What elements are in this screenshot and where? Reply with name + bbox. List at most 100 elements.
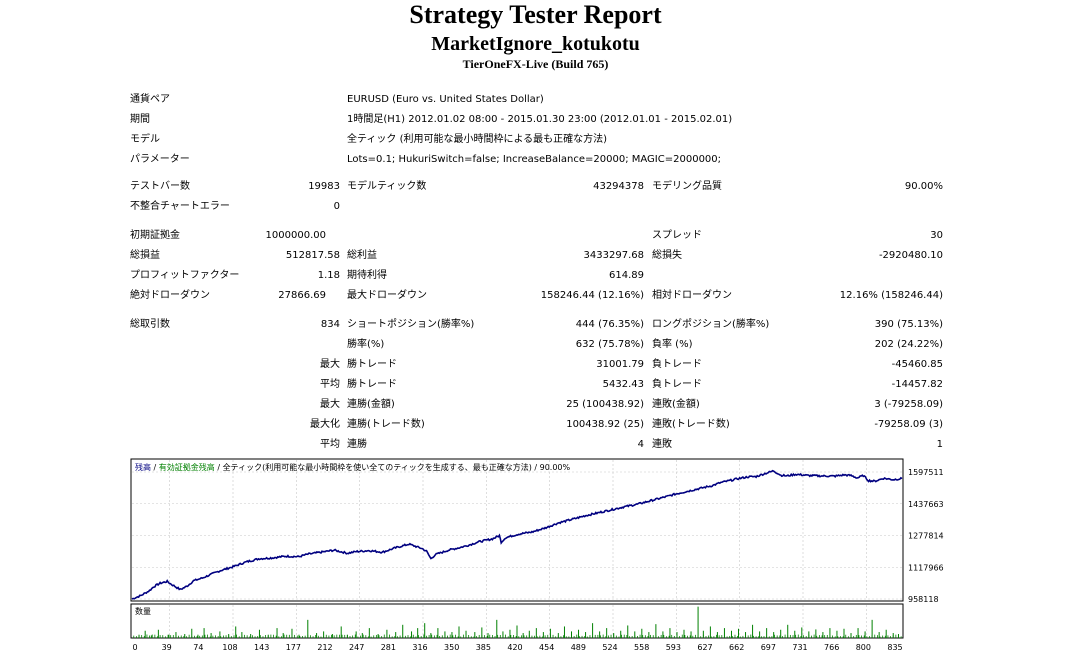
avg-consec-win-label: 連勝 [347,439,367,450]
mismatch-label: 不整合チャートエラー [130,201,230,212]
expert-name: MarketIgnore_kotukotu [431,33,640,55]
total-trades-value: 834 [320,319,340,330]
volume-grid [169,605,867,637]
mismatch-value: 0 [333,201,340,212]
average-loss-value: -14457.82 [891,379,943,390]
short-positions-value: 444 (76.35%) [575,319,644,330]
x-tick-label: 454 [539,643,554,652]
y-tick-label: 1277814 [908,532,944,541]
long-positions-value: 390 (75.13%) [874,319,943,330]
x-tick-label: 524 [602,643,617,652]
net-profit-label: 総損益 [130,250,160,261]
model-value: 全ティック (利用可能な最小時間枠による最も正確な方法) [347,134,608,145]
consec-win-trades-label: 連勝(トレード数) [347,419,425,430]
expected-payoff-label: 期待利得 [347,270,387,281]
rel-drawdown-label: 相対ドローダウン [652,290,732,301]
win-rate-label: 勝率(%) [347,339,385,350]
abs-drawdown-label: 絶対ドローダウン [130,290,210,301]
spread-label: スプレッド [652,230,702,241]
max-drawdown-label: 最大ドローダウン [347,290,427,301]
x-tick-label: 39 [162,643,172,652]
period-label: 期間 [130,114,150,125]
average-win-value: 5432.43 [602,379,644,390]
deposit-label: 初期証拠金 [130,230,180,241]
x-tick-label: 177 [286,643,301,652]
legend-separator: / [151,463,159,472]
gross-profit-value: 3433297.68 [583,250,644,261]
x-tick-label: 697 [761,643,776,652]
quality-label: モデリング品質 [652,181,722,192]
avg-consec-label: 平均 [320,439,340,450]
x-tick-label: 281 [381,643,396,652]
y-tick-label: 958118 [908,595,939,604]
profit-factor-value: 1.18 [317,270,340,281]
params-label: パラメーター [130,154,190,165]
x-tick-label: 489 [571,643,586,652]
loss-rate-label: 負率 (%) [652,339,693,350]
x-tick-label: 593 [666,643,681,652]
largest-label: 最大 [320,359,340,370]
y-tick-label: 1117966 [908,563,944,572]
x-tick-label: 108 [222,643,237,652]
pair-label: 通貨ペア [130,94,170,105]
volume-bars [133,606,902,638]
ticks-value: 43294378 [593,181,644,192]
avg-consec-win-value: 4 [637,439,644,450]
largest-win-label: 勝トレード [347,359,397,370]
long-positions-label: ロングポジション(勝率%) [652,319,770,330]
largest-win-value: 31001.79 [596,359,644,370]
model-label: モデル [130,134,160,145]
ticks-label: モデルティック数 [347,181,427,192]
period-value: 1時間足(H1) 2012.01.02 08:00 - 2015.01.30 2… [347,114,733,125]
spread-value: 30 [930,230,943,241]
consec-win-amount-label: 連勝(金額) [347,399,395,410]
bars-value: 19983 [308,181,340,192]
abs-drawdown-value: 27866.69 [278,290,326,301]
avg-consec-loss-value: 1 [936,439,943,450]
pair-value: EURUSD (Euro vs. United States Dollar) [347,94,544,105]
y-tick-label: 1597511 [908,468,944,477]
x-tick-label: 143 [254,643,269,652]
x-axis-ticks: 0 39 74 108 143 177 212 247 281 316 350 385 420 454 48… [132,643,902,652]
x-tick-label: 835 [887,643,902,652]
gross-loss-label: 総損失 [652,250,682,261]
max-drawdown-value: 158246.44 (12.16%) [540,290,644,301]
x-tick-label: 212 [317,643,332,652]
expected-payoff-value: 614.89 [609,270,644,281]
average-loss-label: 負トレード [652,379,702,390]
x-tick-label: 800 [856,643,871,652]
legend-balance: 残高 [135,462,151,472]
x-tick-label: 731 [792,643,807,652]
consec-loss-amount-label: 連敗(金額) [652,399,700,410]
x-tick-label: 558 [634,643,649,652]
rel-drawdown-value: 12.16% (158246.44) [839,290,943,301]
average-label: 平均 [320,379,340,390]
largest-loss-value: -45460.85 [891,359,943,370]
avg-consec-loss-label: 連敗 [652,439,672,450]
balance-chart: 残高 / 有効証拠金残高 / 全ティック(利用可能な最小時間枠を使い全てのティッ… [130,458,950,655]
maximal-label: 最大化 [310,419,340,430]
deposit-value: 1000000.00 [265,230,326,241]
x-tick-label: 247 [349,643,364,652]
balance-line [131,469,903,600]
chart-svg: 残高 / 有効証拠金残高 / 全ティック(利用可能な最小時間枠を使い全てのティッ… [130,458,944,652]
volume-label: 数量 [135,606,151,616]
x-tick-label: 350 [444,643,459,652]
profit-factor-label: プロフィットファクター [130,270,240,281]
quality-value: 90.00% [904,181,943,192]
params-value: Lots=0.1; HukuriSwitch=false; IncreaseBa… [347,154,722,165]
x-tick-label: 74 [193,643,203,652]
x-tick-label: 627 [697,643,712,652]
consec-win-trades-value: 100438.92 (25) [566,419,644,430]
consec-loss-amount-value: 3 (-79258.09) [874,399,943,410]
chart-panel [130,458,904,602]
gross-loss-value: -2920480.10 [878,250,943,261]
x-tick-label: 316 [412,643,427,652]
legend-equity: 有効証拠金残高 [159,462,215,472]
net-profit-value: 512817.58 [285,250,340,261]
legend-separator-2: / [215,463,223,472]
report-title: Strategy Tester Report [409,0,662,29]
win-rate-value: 632 (75.78%) [575,339,644,350]
consec-win-amount-value: 25 (100438.92) [566,399,644,410]
consec-loss-trades-value: -79258.09 (3) [874,419,943,430]
